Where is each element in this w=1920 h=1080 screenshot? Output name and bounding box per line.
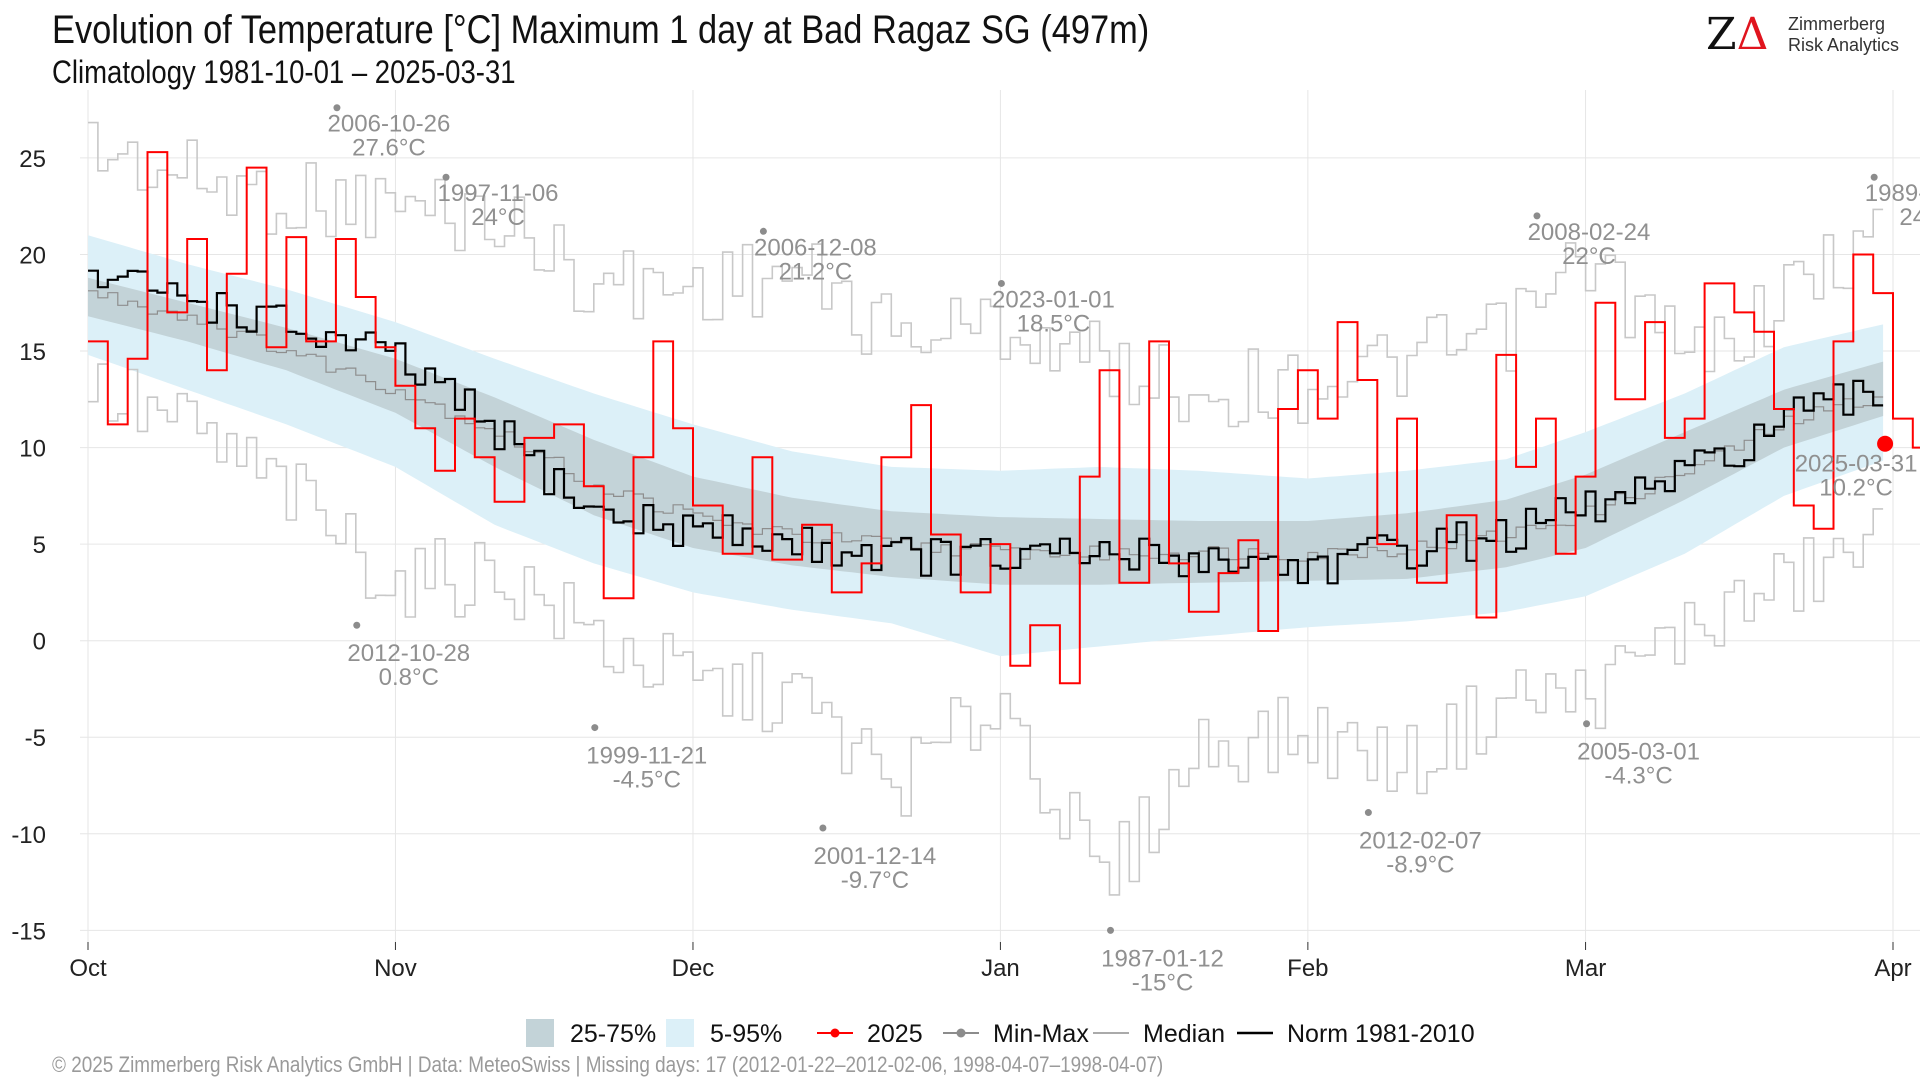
- annotation-point: [353, 621, 361, 629]
- annotation-value: -4.5°C: [613, 767, 681, 794]
- y-tick-label: 0: [33, 629, 46, 656]
- company-logo: ZΔ Zimmerberg Risk Analytics: [1706, 10, 1906, 60]
- annotation-point: [1107, 926, 1115, 934]
- annotation-point: [1533, 212, 1541, 220]
- annotation-value: 0.8°C: [379, 664, 439, 691]
- y-tick-label: 25: [19, 146, 46, 173]
- annotation-value: 24°C: [471, 204, 525, 231]
- annotation-point: [591, 724, 599, 732]
- x-tick-label: Feb: [1287, 955, 1328, 982]
- logo-text: Zimmerberg Risk Analytics: [1788, 14, 1899, 56]
- annotation-date: 1989-03-30: [1865, 180, 1920, 207]
- annotation-date: 2008-02-24: [1528, 219, 1651, 246]
- legend-point-2025: [830, 1028, 840, 1038]
- annotation-point: [1583, 720, 1591, 728]
- annotation-value: -4.3°C: [1604, 763, 1672, 790]
- logo-delta: Δ: [1736, 9, 1769, 60]
- y-tick-label: 10: [19, 436, 46, 463]
- annotation-point: [1364, 809, 1372, 817]
- legend-point-minmax: [956, 1028, 966, 1038]
- x-tick-label: Apr: [1874, 955, 1911, 982]
- annotation-point: [997, 279, 1005, 287]
- legend-label-minmax: Min-Max: [993, 1020, 1089, 1048]
- extreme-annotations: 2006-10-2627.6°C1997-11-0624°C2006-12-08…: [328, 104, 1920, 996]
- series-min: [88, 363, 1884, 896]
- annotation-date: 1999-11-21: [586, 743, 707, 770]
- annotation-date: 1987-01-12: [1101, 945, 1224, 972]
- annotation-date: 2012-10-28: [347, 640, 470, 667]
- x-tick-label: Nov: [374, 955, 417, 982]
- band-25-75: [88, 277, 1884, 585]
- legend-swatch-25-75: [526, 1019, 554, 1047]
- annotation-date: 2006-12-08: [754, 234, 877, 261]
- annotation-date: 2001-12-14: [814, 843, 937, 870]
- legend-label-25-75: 25-75%: [570, 1020, 656, 1048]
- annotation-value: 22°C: [1562, 243, 1616, 270]
- annotation-value: -9.7°C: [841, 867, 909, 894]
- annotation-point: [1870, 173, 1878, 181]
- series-2025: [88, 151, 1920, 685]
- legend-label-norm: Norm 1981-2010: [1287, 1020, 1475, 1048]
- current-last-point: [1877, 435, 1894, 452]
- legend-label-2025: 2025: [867, 1020, 923, 1048]
- y-tick-label: -15: [11, 918, 46, 945]
- y-axis-ticks: -15 -10 -5 0 5 10 15 20 25: [11, 146, 46, 945]
- annotation-date: 2005-03-01: [1577, 739, 1700, 766]
- annotation-date: 2006-10-26: [328, 111, 451, 138]
- annotation-point: [442, 173, 450, 181]
- y-tick-label: 20: [19, 242, 46, 269]
- legend: 25-75% 5-95% 2025 Min-Max Median Norm 1981-20…: [526, 1019, 1475, 1048]
- series-lines: [88, 121, 1920, 896]
- annotation-date: 2023-01-01: [992, 286, 1115, 313]
- logo-line-2: Risk Analytics: [1788, 35, 1900, 55]
- series-max: [88, 121, 1884, 428]
- legend-label-median: Median: [1143, 1020, 1225, 1048]
- y-tick-label: 15: [19, 339, 46, 366]
- logo-z: Z: [1706, 9, 1737, 60]
- x-tick-label: Dec: [672, 955, 715, 982]
- annotation-value: -8.9°C: [1386, 852, 1454, 879]
- annotation-date: 1997-11-06: [438, 180, 559, 207]
- annotation-value: 24°C: [1899, 204, 1920, 231]
- x-tick-label: Mar: [1565, 955, 1606, 982]
- annotation-point: [819, 824, 827, 832]
- annotation-value: 21.2°C: [779, 258, 853, 285]
- logo-mark: ZΔ: [1706, 10, 1768, 60]
- annotation-value: 10.2°C: [1819, 475, 1893, 502]
- series-norm: [88, 269, 1884, 585]
- legend-label-5-95: 5-95%: [710, 1020, 782, 1048]
- annotation-point: [333, 104, 341, 112]
- chart-subtitle: Climatology 1981-10-01 – 2025-03-31: [52, 54, 516, 90]
- annotation-value: -15°C: [1132, 969, 1194, 996]
- footer-caption: © 2025 Zimmerberg Risk Analytics GmbH | …: [52, 1052, 1164, 1077]
- annotation-point: [759, 227, 767, 235]
- y-tick-label: 5: [33, 532, 46, 559]
- y-tick-label: -10: [11, 822, 46, 849]
- logo-line-1: Zimmerberg: [1788, 14, 1886, 34]
- y-tick-label: -5: [25, 725, 46, 752]
- legend-swatch-5-95: [666, 1019, 694, 1047]
- x-tick-label: Oct: [69, 955, 107, 982]
- annotation-value: 18.5°C: [1017, 310, 1091, 337]
- annotation-date: 2025-03-31: [1795, 451, 1918, 478]
- x-axis-ticks: Oct Nov Dec Jan Feb Mar Apr: [69, 942, 1912, 982]
- annotation-date: 2012-02-07: [1359, 828, 1482, 855]
- chart-title: Evolution of Temperature [°C] Maximum 1 …: [52, 8, 1150, 52]
- x-tick-label: Jan: [981, 955, 1020, 982]
- annotation-value: 27.6°C: [352, 135, 426, 162]
